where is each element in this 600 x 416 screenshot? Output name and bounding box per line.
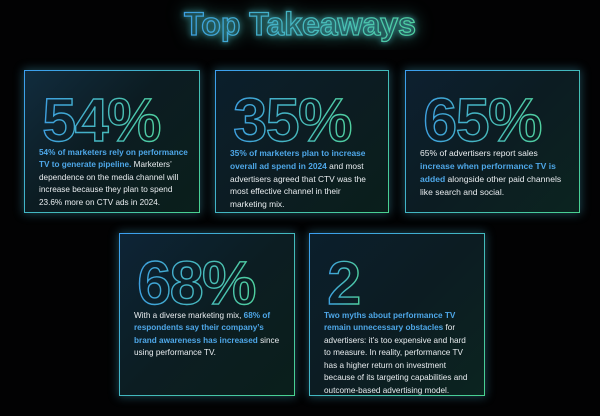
- svg-text:2: 2: [327, 249, 359, 317]
- svg-text:Top Takeaways: Top Takeaways: [184, 6, 416, 42]
- svg-text:68%: 68%: [137, 249, 255, 317]
- svg-text:35%: 35%: [233, 86, 351, 154]
- svg-text:65%: 65%: [423, 86, 541, 154]
- svg-text:54%: 54%: [42, 86, 160, 154]
